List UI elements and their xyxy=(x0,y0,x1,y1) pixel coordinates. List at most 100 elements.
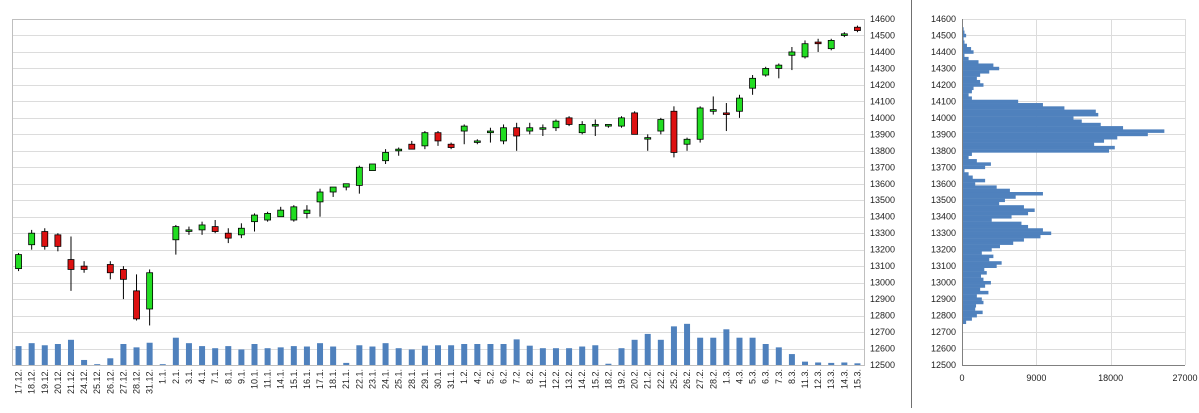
candle-body-up xyxy=(657,119,665,132)
x-tick-label: 11.3. xyxy=(800,369,810,388)
x-tick-label: 4.3. xyxy=(734,369,744,384)
candle xyxy=(54,233,62,252)
volume-profile-price-axis: 12500 12600 12700 12800 12900 13000 13100 13200… xyxy=(931,14,956,370)
candle-body-up xyxy=(342,183,350,188)
x-tick-label: 4.2. xyxy=(472,369,482,384)
profile-bar xyxy=(963,60,979,64)
profile-y-tick-label: 14500 xyxy=(931,30,956,40)
candle-body-up xyxy=(198,224,206,231)
candle xyxy=(329,186,337,197)
x-tick-label: 8.1. xyxy=(223,369,233,384)
y-tick-label: 12900 xyxy=(870,294,895,304)
profile-bar xyxy=(963,221,1022,226)
candle xyxy=(237,223,245,239)
volume-bar xyxy=(500,344,507,365)
volume-bar xyxy=(199,346,206,365)
x-tick-label: 11.2. xyxy=(538,369,548,388)
profile-bar xyxy=(963,310,983,315)
profile-bar xyxy=(963,192,1043,196)
x-tick-label: 18.12. xyxy=(27,369,37,394)
candle xyxy=(552,119,560,132)
candle xyxy=(303,205,311,219)
x-tick-label: 7.1. xyxy=(210,369,220,384)
volume-bar xyxy=(670,326,677,365)
volume-bar xyxy=(723,329,730,365)
volume-bar xyxy=(303,346,310,365)
profile-bar xyxy=(963,294,977,298)
candle-body-up xyxy=(591,124,599,127)
profile-x-tick-label: 27000 xyxy=(1172,373,1197,383)
x-tick-label: 21.12. xyxy=(66,369,76,394)
candle-body-up xyxy=(329,186,337,193)
profile-bar xyxy=(963,231,1052,236)
price-axis: 12500 12600 12700 12800 12900 13000 13100 13200… xyxy=(870,14,895,370)
candle-body-up xyxy=(539,127,547,130)
volume-bar xyxy=(15,346,22,365)
x-tick-label: 4.1. xyxy=(197,369,207,384)
x-tick-label: 27.2. xyxy=(695,369,705,389)
x-tick-label: 1.1. xyxy=(158,369,168,384)
profile-y-tick-label: 13700 xyxy=(931,162,956,172)
x-tick-label: 25.12. xyxy=(92,369,102,394)
profile-bar xyxy=(963,224,1029,229)
candle-body-up xyxy=(683,138,691,145)
candle-body-down xyxy=(106,264,114,274)
profile-y-tick-label: 14200 xyxy=(931,80,956,90)
x-tick-label: 14.3. xyxy=(839,369,849,389)
profile-bar xyxy=(963,280,991,285)
volume-bar xyxy=(251,344,258,365)
profile-bar xyxy=(963,244,1000,249)
candle xyxy=(290,205,298,222)
volume-bar xyxy=(697,337,704,365)
volume-bar xyxy=(605,363,612,365)
y-tick-label: 14000 xyxy=(870,113,895,123)
profile-bar xyxy=(963,145,1115,150)
volume-bar xyxy=(513,339,520,365)
candle xyxy=(775,63,783,79)
profile-bar xyxy=(963,93,969,97)
profile-y-tick-label: 12700 xyxy=(931,327,956,337)
volume-profile-grid xyxy=(962,19,1186,366)
volume-bars xyxy=(15,323,861,365)
y-tick-label: 13500 xyxy=(870,195,895,205)
candle-body-up xyxy=(395,148,403,152)
candle-body-up xyxy=(264,213,272,221)
profile-bar xyxy=(963,122,1101,127)
y-tick-label: 13200 xyxy=(870,245,895,255)
volume-bar xyxy=(802,361,809,365)
candle-body-down xyxy=(120,269,127,280)
candle-body-up xyxy=(578,124,586,134)
x-tick-label: 25.2. xyxy=(669,369,679,389)
x-tick-label: 20.2. xyxy=(630,369,640,389)
volume-bar xyxy=(788,354,795,365)
candle xyxy=(382,149,389,164)
profile-y-tick-label: 13600 xyxy=(931,179,956,189)
profile-bar xyxy=(963,205,1024,209)
x-tick-label: 24.1. xyxy=(381,369,391,389)
candle xyxy=(840,32,848,38)
x-tick-label: 26.12. xyxy=(105,369,115,394)
candle xyxy=(369,163,376,171)
volume-profile-series xyxy=(963,27,1165,325)
profile-bar xyxy=(963,159,977,163)
candle xyxy=(146,269,154,326)
profile-bar xyxy=(963,304,977,308)
candle xyxy=(355,165,363,194)
candle xyxy=(854,25,861,33)
candle xyxy=(264,211,272,222)
plot-frame xyxy=(12,19,865,366)
profile-bar xyxy=(963,274,981,278)
profile-bar xyxy=(963,149,1110,153)
y-tick-label: 13800 xyxy=(870,146,895,156)
candlestick-grid xyxy=(12,19,865,366)
profile-bar xyxy=(963,79,981,84)
candle xyxy=(513,122,521,151)
date-axis: 17.12. 18.12. 19.12. 20.12. 21.12. 24.12. 25.1… xyxy=(14,369,863,394)
profile-bar xyxy=(963,257,990,262)
profile-bar xyxy=(963,234,1041,239)
candle xyxy=(526,122,534,135)
candle-body-up xyxy=(237,227,245,236)
candle xyxy=(172,224,180,255)
y-tick-label: 12800 xyxy=(870,311,895,321)
